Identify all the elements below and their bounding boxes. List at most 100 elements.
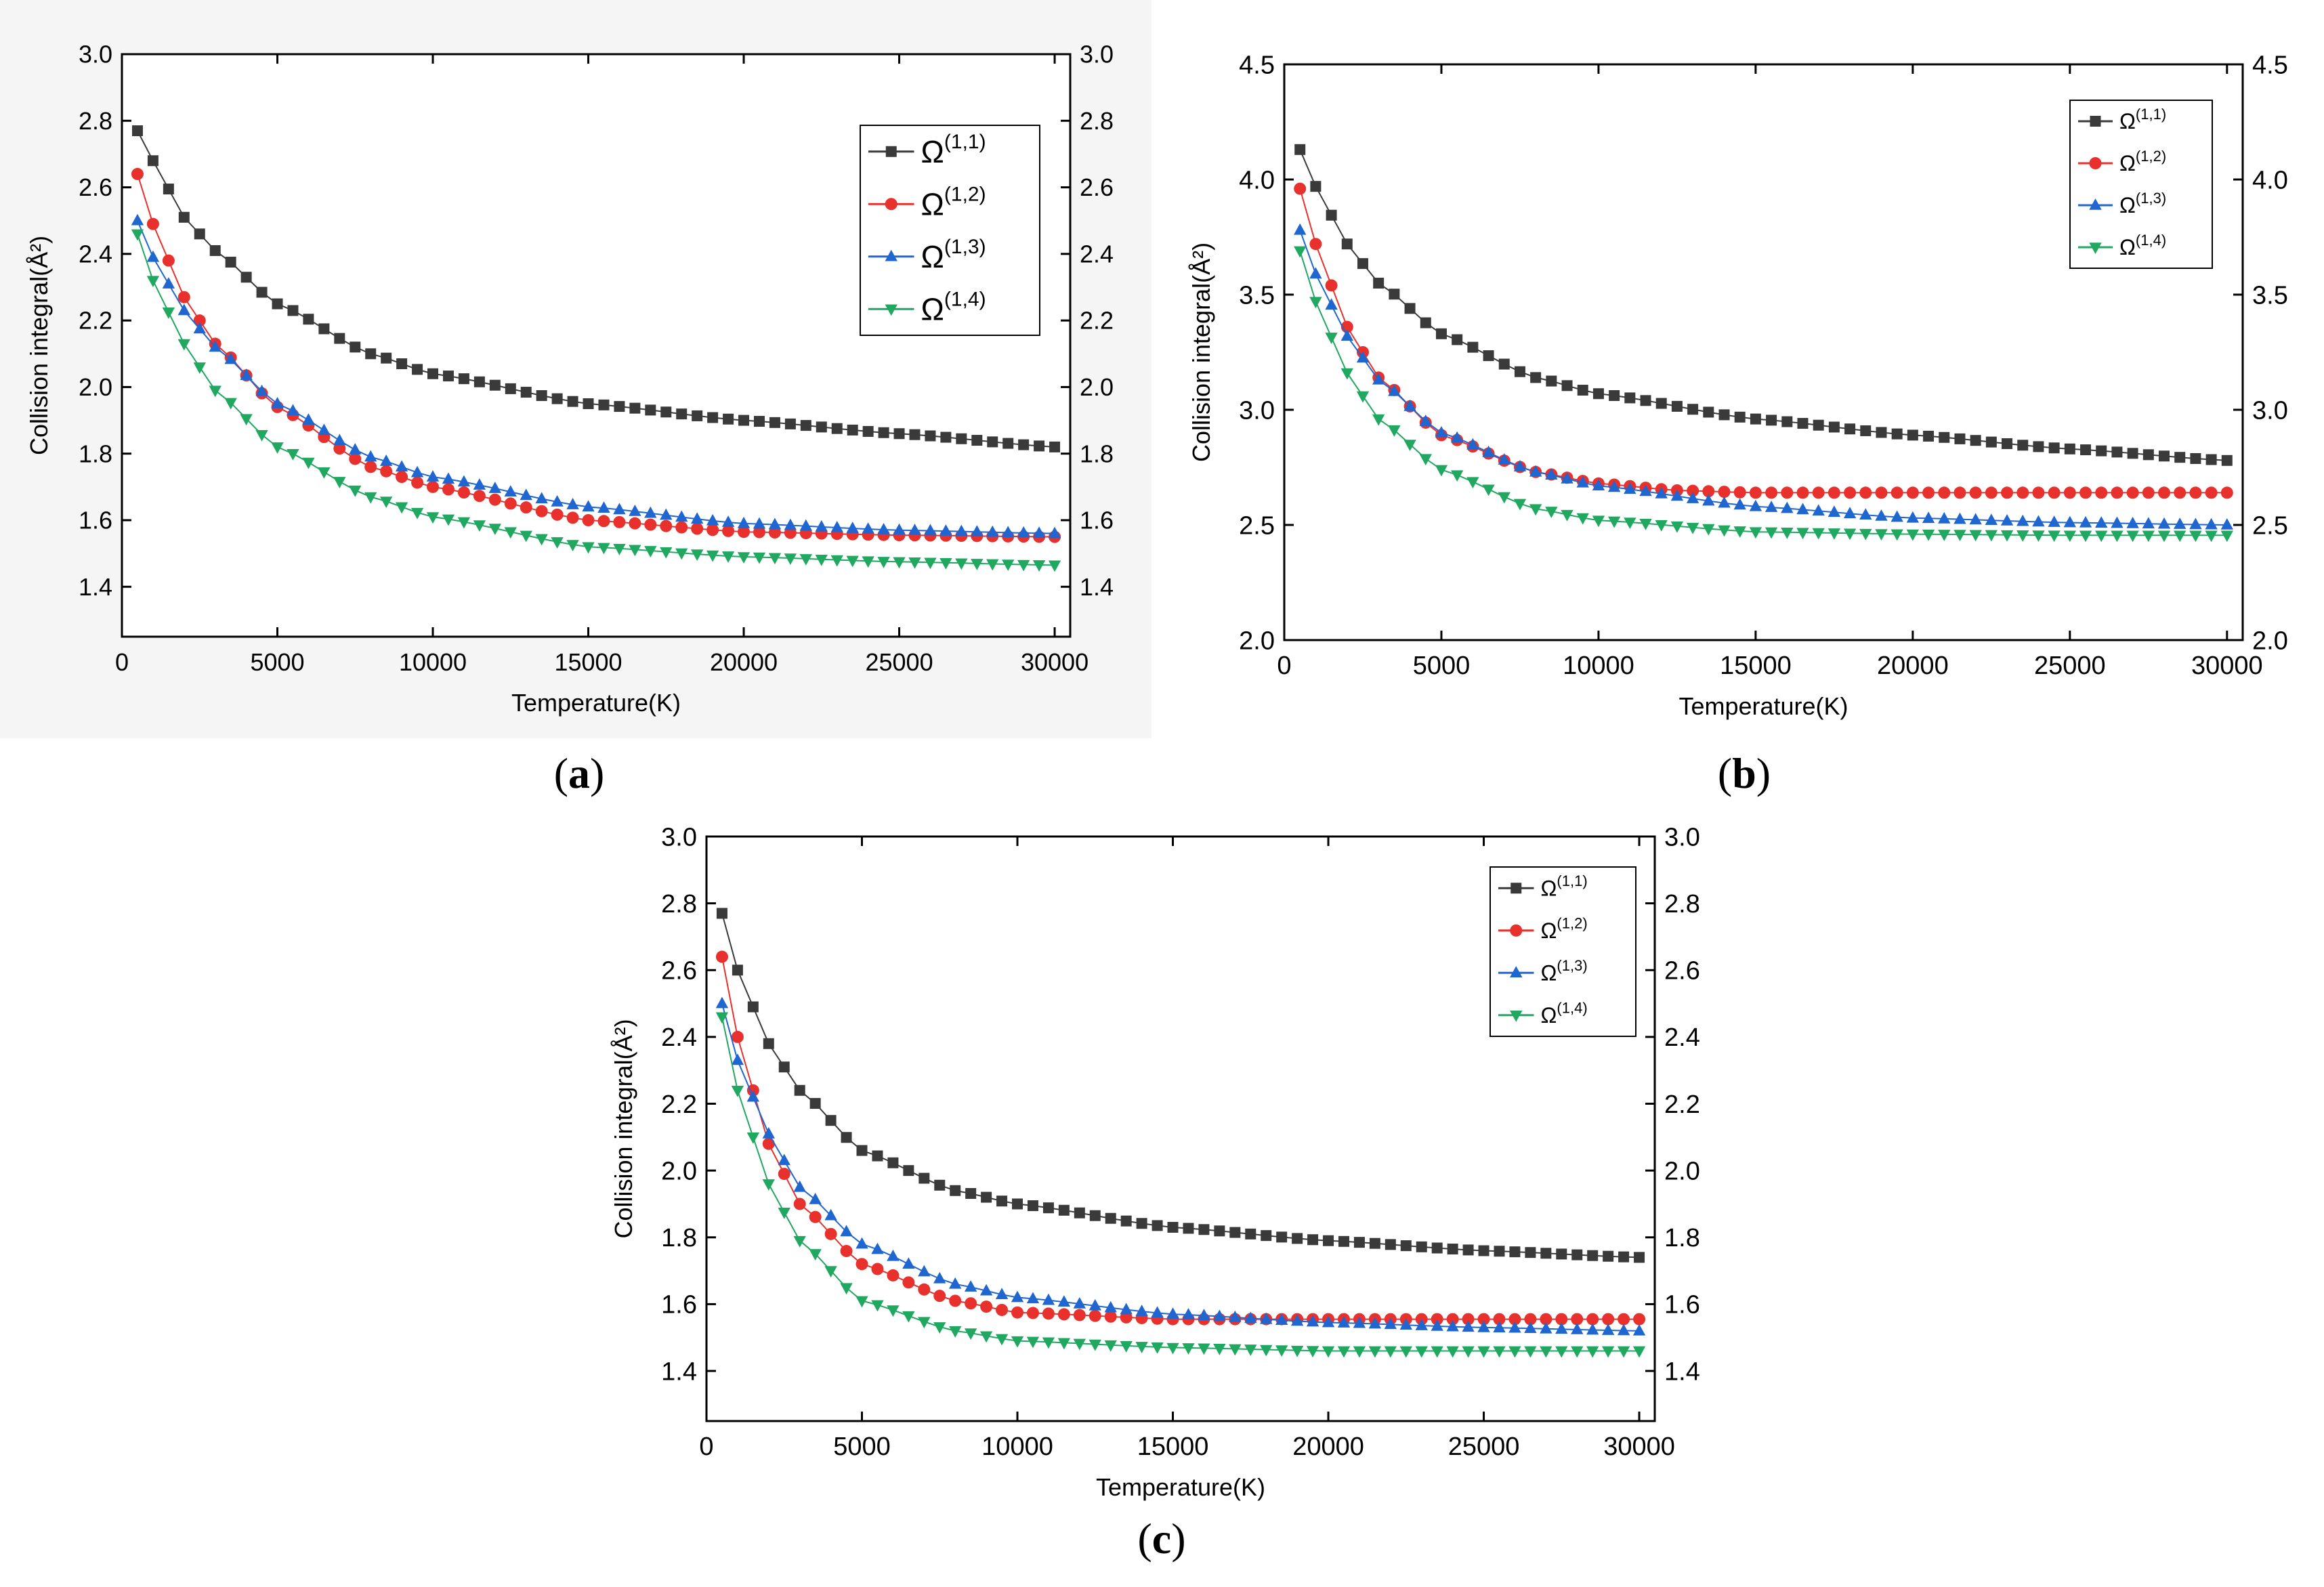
data-point — [1416, 1241, 1427, 1252]
y-tick-label-right: 1.6 — [1080, 507, 1114, 534]
data-point — [778, 1061, 790, 1073]
data-point — [1508, 1346, 1521, 1358]
x-axis-label: Temperature(K) — [1096, 1473, 1265, 1501]
data-point — [995, 1334, 1009, 1346]
x-tick-label: 0 — [115, 648, 129, 676]
series-2 — [715, 996, 1646, 1336]
y-tick-label-right: 2.0 — [1080, 373, 1114, 401]
data-point — [981, 1191, 992, 1203]
legend-marker — [1510, 966, 1523, 978]
data-point — [1353, 1346, 1366, 1358]
data-point — [1524, 1321, 1537, 1334]
data-point — [1686, 492, 1699, 503]
data-point — [2017, 440, 2029, 451]
data-point — [2000, 513, 2014, 526]
data-point — [1827, 528, 1841, 540]
data-point — [2221, 454, 2233, 466]
data-point — [1529, 504, 1542, 516]
data-point — [131, 125, 143, 137]
data-point — [1017, 526, 1030, 538]
data-point — [1985, 436, 1997, 448]
y-tick-label-right: 2.0 — [2252, 627, 2288, 655]
data-point — [1843, 528, 1857, 541]
data-point — [1135, 1305, 1148, 1316]
data-point — [178, 211, 190, 223]
data-point — [2127, 448, 2138, 459]
data-point — [1686, 522, 1699, 534]
data-point — [1120, 1303, 1133, 1315]
data-point — [1290, 1314, 1304, 1326]
data-point — [723, 413, 734, 425]
data-point — [939, 557, 952, 570]
data-point — [824, 1266, 837, 1278]
data-point — [1294, 182, 1307, 195]
data-point — [1167, 1221, 1179, 1233]
data-point — [1431, 1346, 1443, 1358]
data-point — [1813, 419, 1824, 431]
data-point — [364, 461, 377, 473]
data-point — [2063, 515, 2077, 528]
data-point — [583, 398, 594, 409]
data-point — [1306, 1346, 1319, 1358]
x-tick-label: 0 — [699, 1433, 713, 1461]
data-point — [224, 352, 237, 364]
data-point — [1326, 209, 1337, 221]
data-point — [964, 1280, 977, 1292]
data-point — [1812, 486, 1825, 499]
data-point — [1828, 421, 1840, 433]
data-point — [1781, 416, 1793, 427]
data-point — [2142, 517, 2155, 529]
data-point — [629, 402, 641, 414]
y-tick-label-left: 1.6 — [661, 1291, 697, 1319]
data-point — [732, 965, 743, 976]
y-tick-label-left: 1.4 — [79, 573, 112, 601]
data-point — [933, 1290, 946, 1303]
data-point — [2174, 486, 2186, 499]
data-point — [146, 217, 159, 230]
data-point — [318, 467, 331, 479]
data-point — [871, 1263, 884, 1275]
data-point — [971, 559, 984, 570]
y-tick-label-right: 2.8 — [1080, 107, 1114, 135]
data-point — [194, 228, 205, 240]
data-point — [903, 1165, 914, 1177]
caption-a-label: a — [568, 749, 590, 797]
data-point — [1002, 438, 1014, 449]
y-tick-label-left: 2.8 — [79, 107, 112, 135]
data-point — [2174, 452, 2186, 463]
data-point — [1890, 486, 1903, 499]
data-point — [177, 291, 190, 303]
x-tick-label: 25000 — [2034, 652, 2106, 680]
y-tick-label-left: 2.8 — [661, 890, 697, 918]
data-point — [1026, 1307, 1039, 1319]
data-point — [488, 524, 502, 536]
data-point — [458, 373, 469, 385]
data-point — [2205, 517, 2218, 530]
data-point — [2001, 486, 2014, 499]
data-point — [162, 277, 175, 289]
data-point — [209, 245, 221, 256]
data-point — [1136, 1218, 1147, 1229]
data-point — [1182, 1308, 1195, 1319]
data-point — [272, 298, 283, 310]
data-point — [193, 362, 206, 374]
data-point — [1827, 486, 1840, 499]
data-point — [333, 477, 346, 488]
data-point — [2095, 516, 2108, 528]
data-point — [1403, 440, 1416, 451]
data-point — [551, 537, 564, 549]
data-point — [1524, 1313, 1537, 1326]
data-point — [1152, 1220, 1163, 1231]
series-3 — [1293, 246, 2234, 543]
data-point — [1922, 486, 1935, 499]
data-point — [809, 1210, 822, 1223]
data-point — [753, 552, 766, 564]
data-point — [830, 520, 843, 532]
data-point — [855, 1258, 868, 1271]
data-point — [1859, 508, 1872, 520]
data-point — [1450, 470, 1464, 482]
data-point — [1011, 1290, 1024, 1303]
data-point — [520, 488, 532, 501]
data-point — [1733, 486, 1746, 499]
